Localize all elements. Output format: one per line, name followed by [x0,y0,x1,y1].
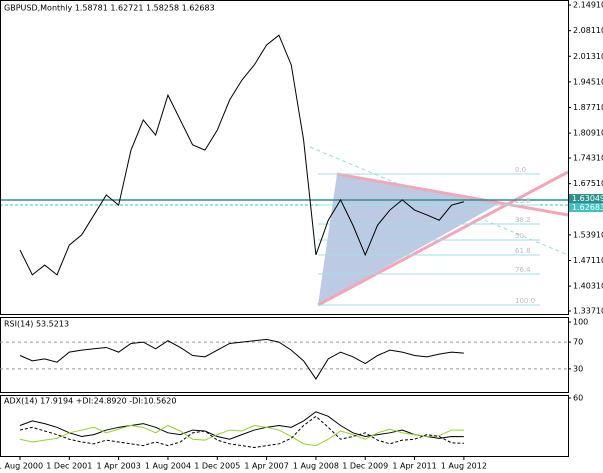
fib-label: 23.6 [515,197,531,205]
fib-labels: 0.0 23.6 38.2 50 61.8 76.4 100.0 [515,166,535,305]
x-tick-label: 1 Dec 2001 [46,462,92,471]
price-label: 1.63049 [572,194,603,203]
fib-lines [318,173,540,306]
x-tick-label: 1 Dec 2009 [342,462,388,471]
price-label: 1.62683 [572,203,603,212]
y-tick-label: 2.08110 [573,26,603,35]
trend-line [317,170,569,307]
y-tick-label: 100 [573,318,588,327]
drawings [0,146,569,307]
series-line [19,424,464,447]
channel-line [309,146,569,256]
series-line [19,34,465,276]
chart-title: GBPUSD,Monthly 1.58781 1.62721 1.58258 1… [4,4,215,13]
x-tick-label: 1 Apr 2007 [244,462,288,471]
y-tick-label: 70 [573,338,583,347]
x-tick-label: 1 Apr 2003 [96,462,140,471]
x-tick-label: 1 Aug 2012 [441,462,487,471]
trend-line [336,172,569,217]
y-tick-label: 1.67510 [573,179,603,188]
series-line [19,415,464,448]
price-box [569,203,603,212]
fib-label: 61.8 [515,247,531,255]
y-tick-label: 1.80910 [573,129,603,138]
y-tick-label: 1.40310 [573,282,603,291]
y-tick-label: 1.33710 [573,307,603,316]
y-tick-label: 1.47110 [573,256,603,265]
fib-label: 38.2 [515,216,531,224]
series-line [19,338,464,380]
rsi-title: RSI(14) 53.5213 [4,320,69,329]
y-tick-label: 30 [573,364,583,373]
price-box [569,194,603,203]
fib-label: 76.4 [515,266,531,274]
x-tick-label: 1 Aug 2000 [0,462,43,471]
y-tick-label: 60 [573,394,583,403]
x-tick-label: 1 Dec 2005 [194,462,240,471]
x-tick-label: 1 Apr 2011 [392,462,436,471]
adx-title: ADX(14) 17.9194 +DI:24.8920 -DI:10.5620 [4,397,176,406]
fib-label: 0.0 [515,166,526,174]
y-tick-label: 1.87710 [573,103,603,112]
series-line [19,411,464,440]
fib-label: 50 [515,232,524,240]
y-tick-label: 1.53910 [573,230,603,239]
y-tick-label: 1.94510 [573,77,603,86]
x-tick-label: 1 Aug 2004 [145,462,191,471]
fib-label: 100.0 [515,297,535,305]
y-tick-label: 2.01310 [573,52,603,61]
x-tick-label: 1 Aug 2008 [293,462,339,471]
panel-frames [0,0,569,457]
y-tick-label: 1.74310 [573,154,603,163]
y-tick-label: 2.14910 [573,1,603,10]
